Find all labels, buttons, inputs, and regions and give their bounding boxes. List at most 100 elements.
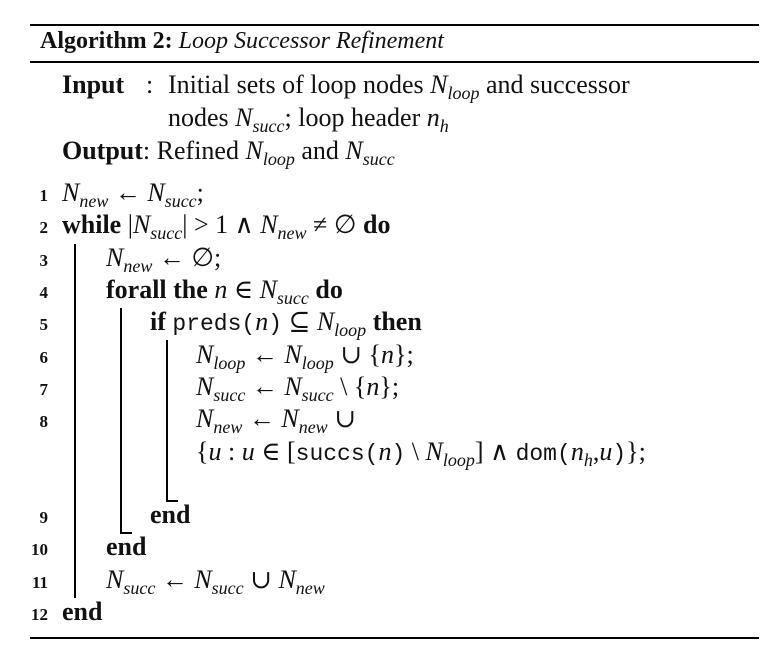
line-number: 8 [39,412,49,431]
empty-set: ∅ [191,243,214,272]
sym-N: N [196,340,214,369]
line-number: 11 [31,573,48,592]
semicolon: ; [196,178,204,207]
union-sym: ∪ [250,565,272,594]
sub-new: new [298,417,328,437]
sym-N: N [196,372,214,401]
code-line-3: Nnew ← ∅; [106,243,222,276]
code-line-10: end [106,532,146,562]
and-sym: ∧ [490,437,510,466]
input-text-3: nodes [168,103,229,132]
in-sym: ∈ [261,437,281,466]
sym-N: N [245,136,263,165]
bottom-rule [30,637,759,639]
output-colon: : [142,136,151,165]
kw-then: then [372,307,422,336]
input-text-1: Initial sets of loop nodes [168,70,424,99]
sym-n: n [426,103,440,132]
sym-N: N [425,437,443,466]
sym-N: N [235,103,253,132]
forall-block-end-tick [120,532,132,534]
input-sep: : [146,70,153,100]
sym-N: N [278,565,296,594]
while-block-bar [74,244,76,598]
if-block-end-tick [166,500,178,502]
sub-loop: loop [442,450,475,470]
sub-h: h [439,116,449,136]
subseteq-sym: ⊆ [288,307,311,336]
and-sym: ∧ [234,210,254,239]
line-number: 5 [39,315,49,334]
setminus-sym: \ [411,437,420,466]
line-number: 9 [39,508,49,527]
sym-u: u [599,437,613,466]
sym-n: n [378,437,392,466]
code-line-9: end [150,500,190,530]
kw-end: end [150,500,191,529]
output-line: Output: Refined Nloop and Nsucc [62,136,395,169]
sym-N: N [106,565,124,594]
sub-loop: loop [262,149,295,169]
sub-succ: succ [301,385,334,405]
sub-new: new [79,191,109,211]
sub-new: new [213,417,243,437]
sub-succ: succ [164,191,197,211]
setminus-sym: \ [340,372,348,401]
header-rule [30,61,759,63]
sub-succ: succ [211,578,244,598]
code-line-8b: {u : u ∈ [succs(n) \ Nloop] ∧ dom(nh,u)}… [196,437,646,470]
forall-block-bar [120,308,122,534]
output-label: Output [62,136,143,165]
sym-N: N [284,340,302,369]
sub-succ: succ [276,288,309,308]
assign-arrow: ← [158,243,185,272]
code-line-4: forall the n ∈ Nsucc do [106,275,343,308]
sub-new: new [123,256,153,276]
fn-preds: preds [172,311,242,337]
code-line-1: Nnew ← Nsucc; [62,178,204,211]
assign-arrow: ← [248,404,275,433]
sym-N: N [284,372,302,401]
sym-N: N [345,136,363,165]
fn-succs: succs [295,441,365,467]
sym-N: N [106,243,124,272]
kw-end: end [106,532,147,561]
input-text-2: and successor [486,70,630,99]
line-number: 3 [39,251,49,270]
input-label: Input [62,70,125,99]
sym-N: N [430,70,448,99]
code-line-5: if preds(n) ⊆ Nloop then [150,307,422,340]
sym-u: u [208,437,222,466]
sym-N: N [281,404,299,433]
union-sym: ∪ [340,340,363,369]
input-line-1: Input [62,70,124,100]
union-sym: ∪ [334,404,356,433]
algorithm-label: Algorithm 2: [40,28,173,54]
kw-if: if [150,307,166,336]
semicolon: ; [406,340,414,369]
kw-do: do [362,210,391,239]
sub-succ: succ [362,149,395,169]
input-text-line-1: Initial sets of loop nodes Nloop and suc… [168,70,630,103]
assign-arrow: ← [161,565,188,594]
line-number: 6 [39,348,49,367]
code-line-2: while |Nsucc| > 1 ∧ Nnew ≠ ∅ do [62,210,391,243]
sub-succ: succ [150,223,183,243]
code-line-11: Nsucc ← Nsucc ∪ Nnew [106,565,325,598]
sym-n: n [214,275,228,304]
input-text-4: ; loop header [284,103,421,132]
kw-end: end [62,597,103,626]
sym-N: N [260,210,278,239]
sym-N: N [132,210,151,239]
kw-forall: forall the [106,275,208,304]
in-sym: ∈ [233,275,254,304]
input-colon: : [146,70,154,99]
sym-n: n [255,307,269,336]
code-line-12: end [62,597,102,627]
sym-n: n [366,372,380,401]
sym-N: N [147,178,165,207]
sym-n: n [381,340,394,369]
semicolon: ; [214,243,222,272]
empty-set: ∅ [333,210,357,239]
line-number: 12 [31,605,48,624]
